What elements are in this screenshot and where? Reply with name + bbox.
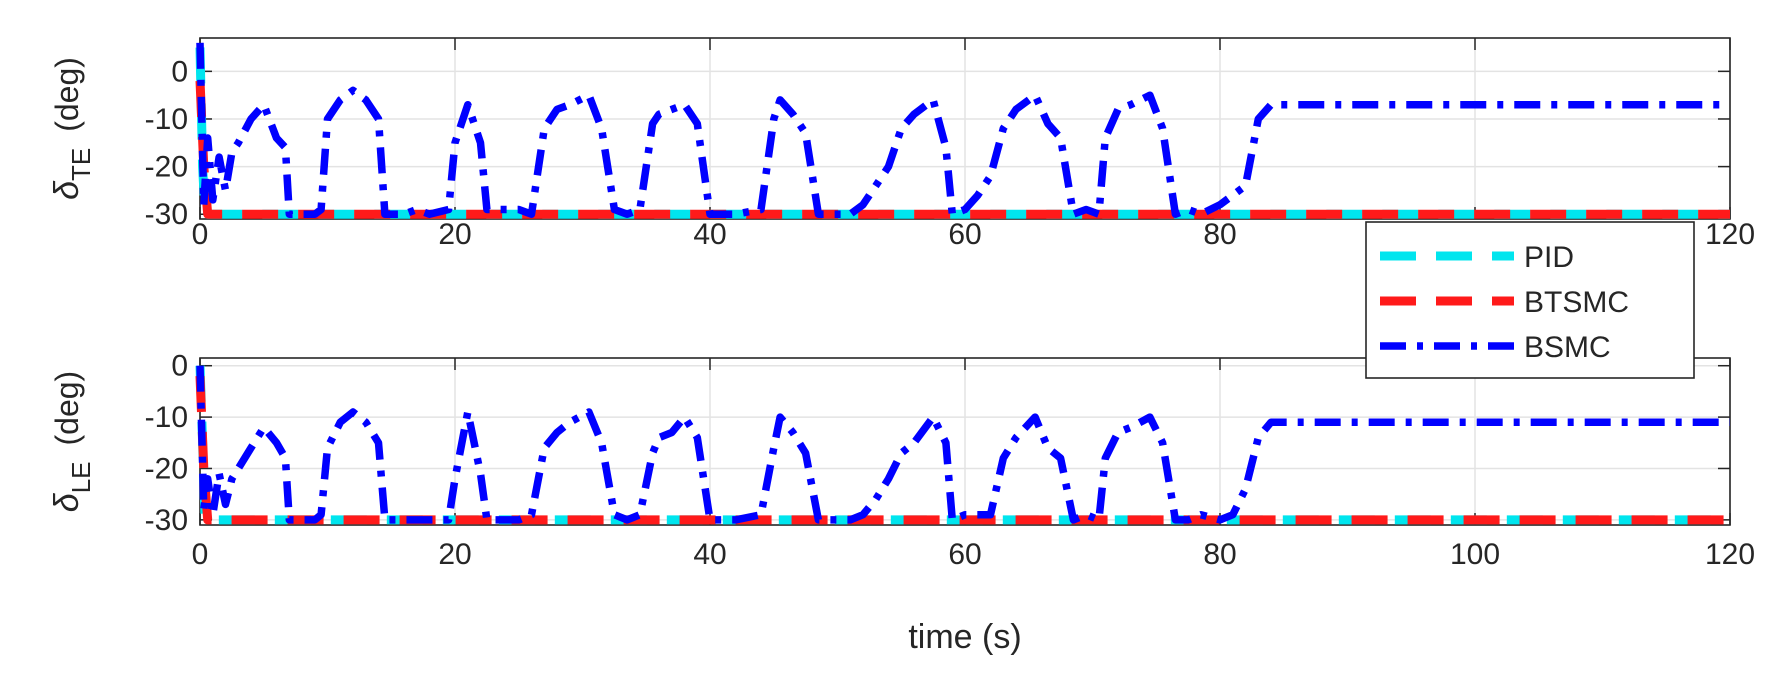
y-tick-label: -20 bbox=[145, 151, 188, 184]
x-tick-label: 80 bbox=[1203, 218, 1236, 251]
bottom-chart-panel: 0 20 40 60 80 100 120 0 -10 -20 -30 δLE (deg) time (s… bbox=[48, 350, 1755, 656]
y-axis-label: δTE (deg) bbox=[48, 57, 96, 200]
legend-label-pid: PID bbox=[1524, 241, 1574, 274]
series-group bbox=[195, 365, 1730, 525]
y-tick-label: -30 bbox=[145, 198, 188, 231]
y-axis-label: δLE (deg) bbox=[48, 371, 96, 512]
y-tick-label: -30 bbox=[145, 504, 188, 537]
y-label-subscript: TE bbox=[66, 148, 96, 181]
series-line-bsmc bbox=[196, 42, 1730, 218]
x-tick-label: 60 bbox=[948, 218, 981, 251]
y-tick-label: 0 bbox=[171, 55, 188, 88]
x-tick-label: 40 bbox=[693, 538, 726, 571]
y-label-symbol: δ bbox=[48, 180, 86, 200]
legend-label-btsmc: BTSMC bbox=[1524, 286, 1629, 319]
legend: PID BTSMC BSMC bbox=[1365, 221, 1695, 379]
x-tick-label: 100 bbox=[1450, 538, 1500, 571]
x-tick-label: 0 bbox=[192, 538, 209, 571]
top-chart-panel: 0 20 40 60 80 120 0 -10 -20 -30 δTE (deg) bbox=[48, 37, 1755, 251]
x-tick-label: 60 bbox=[948, 538, 981, 571]
legend-box bbox=[1365, 221, 1695, 379]
x-tick-label: 120 bbox=[1705, 218, 1755, 251]
y-tick-label: 0 bbox=[171, 350, 188, 383]
legend-label-bsmc: BSMC bbox=[1524, 331, 1611, 364]
y-tick-label: -10 bbox=[145, 103, 188, 136]
y-label-symbol: δ bbox=[48, 492, 86, 512]
y-label-unit: (deg) bbox=[49, 57, 85, 132]
y-tick-label: -20 bbox=[145, 452, 188, 485]
x-tick-label: 80 bbox=[1203, 538, 1236, 571]
x-tick-label: 40 bbox=[693, 218, 726, 251]
x-tick-label: 20 bbox=[438, 538, 471, 571]
x-tick-label: 120 bbox=[1705, 538, 1755, 571]
y-tick-label: -10 bbox=[145, 401, 188, 434]
y-label-unit: (deg) bbox=[49, 371, 85, 446]
x-tick-label: 20 bbox=[438, 218, 471, 251]
x-tick-label: 0 bbox=[192, 218, 209, 251]
series-group bbox=[195, 42, 1730, 219]
x-axis-label: time (s) bbox=[908, 618, 1021, 656]
y-label-subscript: LE bbox=[66, 461, 96, 493]
